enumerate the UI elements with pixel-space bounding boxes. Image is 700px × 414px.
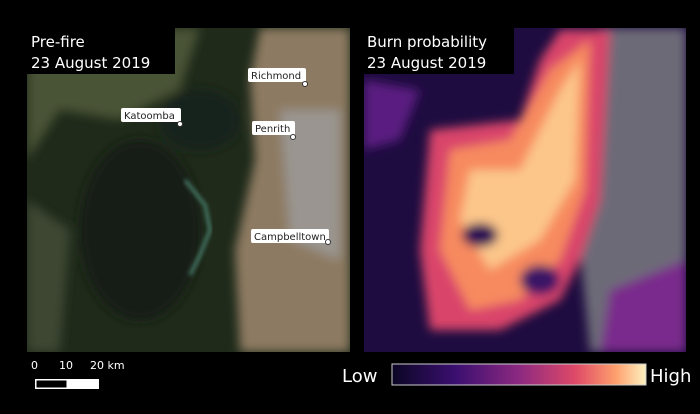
- place-label: Penrith: [252, 121, 296, 140]
- title-box: [364, 28, 514, 74]
- scale-bar-segment: [36, 380, 67, 388]
- scale-bar: [35, 379, 99, 389]
- panel-title: Burn probability: [367, 33, 487, 51]
- place-name: Campbelltown: [254, 232, 326, 243]
- scale-label: 10: [59, 359, 73, 372]
- colorbar-low: Low: [342, 366, 377, 387]
- panel-title: Pre-fire: [31, 33, 85, 51]
- scale-label: 20 km: [90, 359, 125, 372]
- place-name: Penrith: [255, 124, 290, 135]
- burn-probability-image: [364, 28, 686, 352]
- place-name: Katoomba: [124, 111, 175, 122]
- place-label: Richmond: [248, 68, 308, 87]
- panel-date: 23 August 2019: [31, 54, 150, 72]
- colorbar-high: High: [650, 366, 691, 387]
- place-name: Richmond: [251, 71, 301, 82]
- colorbar: [391, 363, 647, 386]
- title-box: [27, 28, 175, 74]
- place-label: Campbelltown: [251, 229, 331, 245]
- place-label: Katoomba: [121, 108, 183, 127]
- panel-date: 23 August 2019: [367, 54, 486, 72]
- scale-label: 0: [31, 359, 38, 372]
